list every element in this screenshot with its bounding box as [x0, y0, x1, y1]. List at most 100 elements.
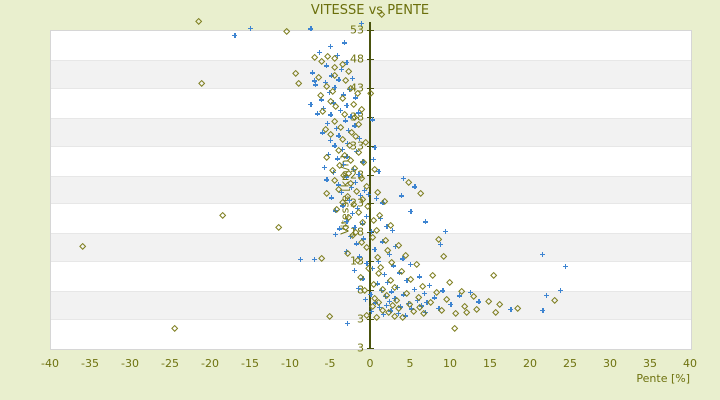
- data-point-serie-bleue: [394, 284, 400, 290]
- data-point-serie-bleue: [539, 251, 545, 257]
- data-point-serie-bleue: [344, 218, 350, 224]
- data-point-serie-bleue: [344, 154, 350, 160]
- data-point-serie-bleue: [349, 184, 355, 190]
- x-tick-label: 5: [406, 357, 414, 370]
- x-tick-label: 0: [366, 357, 374, 370]
- data-point-serie-bleue: [311, 78, 317, 84]
- data-point-serie-bleue: [344, 102, 350, 108]
- y-tick-mark: [366, 58, 374, 60]
- data-point-serie-bleue: [431, 295, 437, 301]
- y-axis-line: [369, 22, 371, 348]
- data-point-serie-bleue: [359, 221, 365, 227]
- data-point-serie-bleue: [376, 168, 382, 174]
- data-point-serie-bleue: [322, 79, 328, 85]
- data-point-serie-bleue: [329, 195, 335, 201]
- data-point-serie-bleue: [390, 263, 396, 269]
- data-point-serie-bleue: [369, 117, 375, 123]
- data-point-serie-bleue: [373, 195, 379, 201]
- data-point-serie-bleue: [335, 182, 341, 188]
- chart-title: VITESSE vs PENTE: [310, 3, 430, 18]
- data-point-serie-bleue: [332, 84, 338, 90]
- data-point-serie-bleue: [401, 175, 407, 181]
- y-tick-label: 3: [357, 312, 364, 326]
- data-point-serie-bleue: [400, 256, 406, 262]
- x-tick-label: 10: [443, 357, 457, 370]
- data-point-serie-bleue: [308, 26, 314, 32]
- data-point-serie-bleue: [377, 215, 383, 221]
- data-point-serie-bleue: [351, 268, 357, 274]
- data-point-serie-bleue: [353, 148, 359, 154]
- data-point-serie-bleue: [442, 228, 448, 234]
- data-point-serie-bleue: [345, 320, 351, 326]
- data-point-serie-bleue: [321, 164, 327, 170]
- data-point-serie-bleue: [333, 208, 339, 214]
- data-point-serie-bleue: [330, 169, 336, 175]
- x-axis-title: Pente [%]: [636, 372, 690, 385]
- data-point-serie-bleue: [383, 302, 389, 308]
- data-point-serie-bleue: [562, 263, 568, 269]
- data-point-serie-bleue: [395, 310, 401, 316]
- data-point-serie-bleue: [540, 307, 546, 313]
- data-point-serie-bleue: [373, 300, 379, 306]
- data-point-serie-bleue: [330, 100, 336, 106]
- data-point-serie-bleue: [409, 306, 415, 312]
- data-point-serie-bleue: [353, 95, 359, 101]
- y-tick-label: 3: [357, 341, 364, 355]
- data-point-serie-bleue: [338, 189, 344, 195]
- data-point-serie-bleue: [392, 295, 398, 301]
- plot-area: [50, 30, 692, 350]
- data-point-serie-bleue: [346, 87, 352, 93]
- data-point-serie-bleue: [421, 290, 427, 296]
- data-point-serie-bleue: [408, 209, 414, 215]
- data-point-serie-bleue: [397, 304, 403, 310]
- y-tick-mark: [366, 174, 374, 176]
- data-point-serie-bleue: [349, 210, 355, 216]
- y-tick-label: 33: [350, 139, 364, 153]
- data-point-serie-bleue: [411, 286, 417, 292]
- data-point-serie-bleue: [362, 296, 368, 302]
- y-tick-label: 48: [350, 52, 364, 66]
- data-point-serie-bleue: [343, 174, 349, 180]
- data-point-serie-bleue: [337, 226, 343, 232]
- data-point-serie-bleue: [311, 257, 317, 263]
- data-point-serie-bleue: [357, 192, 363, 198]
- x-tick-label: -20: [201, 357, 219, 370]
- y-tick-label: 8: [357, 283, 364, 297]
- data-point-serie-bleue: [321, 105, 327, 111]
- data-point-serie-bleue: [385, 279, 391, 285]
- y-tick-mark: [366, 261, 374, 263]
- y-tick-mark: [366, 30, 374, 31]
- data-point-serie-bleue: [397, 270, 403, 276]
- data-point-serie-bleue: [347, 233, 353, 239]
- data-point-serie-bleue: [377, 305, 383, 311]
- data-point-serie-bleue: [338, 66, 344, 72]
- data-point-serie-bleue: [350, 166, 356, 172]
- data-point-serie-bleue: [393, 243, 399, 249]
- y-tick-mark: [366, 319, 374, 321]
- data-point-serie-bleue: [348, 114, 354, 120]
- data-point-serie-bleue: [424, 299, 430, 305]
- data-point-serie-bleue: [361, 236, 367, 242]
- x-tick-label: -5: [324, 357, 336, 370]
- y-tick-mark: [366, 87, 374, 89]
- data-point-serie-bleue: [389, 289, 395, 295]
- data-point-serie-bleue: [353, 179, 359, 185]
- data-point-serie-bleue: [314, 111, 320, 117]
- data-point-serie-bleue: [467, 289, 473, 295]
- data-point-serie-bleue: [354, 205, 360, 211]
- data-point-serie-bleue: [370, 157, 376, 162]
- data-point-serie-bleue: [404, 277, 410, 283]
- data-point-serie-bleue: [360, 159, 366, 165]
- data-point-serie-bleue: [369, 265, 375, 271]
- y-tick-label: 18: [350, 225, 364, 239]
- data-point-serie-bleue: [381, 272, 387, 278]
- data-point-serie-bleue: [309, 70, 315, 76]
- data-point-serie-bleue: [341, 40, 347, 46]
- data-point-serie-bleue: [557, 287, 563, 293]
- data-point-serie-bleue: [384, 224, 390, 230]
- y-tick-label: 23: [350, 196, 364, 210]
- grid-band: [51, 59, 691, 89]
- x-tick-label: 20: [523, 357, 537, 370]
- data-point-serie-bleue: [508, 306, 514, 312]
- data-point-serie-bleue: [375, 258, 381, 264]
